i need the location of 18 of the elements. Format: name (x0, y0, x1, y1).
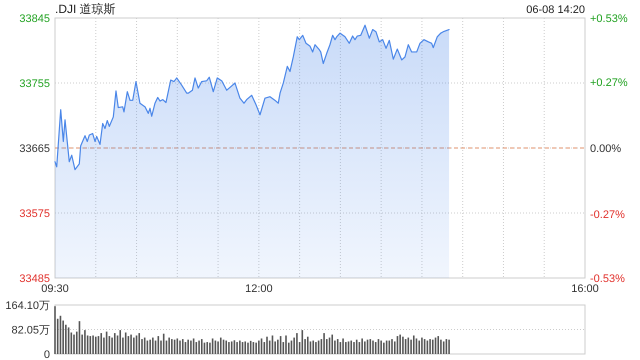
text: 06-08 14:20 (526, 4, 585, 16)
y-tick-label: 33755 (19, 78, 50, 90)
y2-tick-label: 0.00% (590, 143, 622, 155)
y-tick-label: 0 (44, 349, 50, 360)
x-tick-label: 09:30 (41, 283, 69, 295)
y-tick-label: 33845 (19, 13, 50, 25)
y-tick-label: 33665 (19, 143, 50, 155)
y2-tick-label: +0.27% (590, 76, 628, 89)
chart-title: .DJI 道琼斯 (55, 2, 116, 16)
y-tick-label: 164.10万 (5, 300, 50, 312)
y-tick-label: 33575 (19, 208, 50, 220)
y2-tick-label: +0.53% (590, 13, 628, 25)
y2-tick-label: -0.53% (590, 273, 626, 285)
x-tick-label: 16:00 (571, 283, 599, 295)
y2-tick-label: -0.27% (590, 209, 626, 222)
x-tick-label: 12:00 (245, 283, 273, 295)
y-tick-label: 33485 (19, 273, 50, 285)
y-tick-label: 82.05万 (11, 324, 50, 336)
